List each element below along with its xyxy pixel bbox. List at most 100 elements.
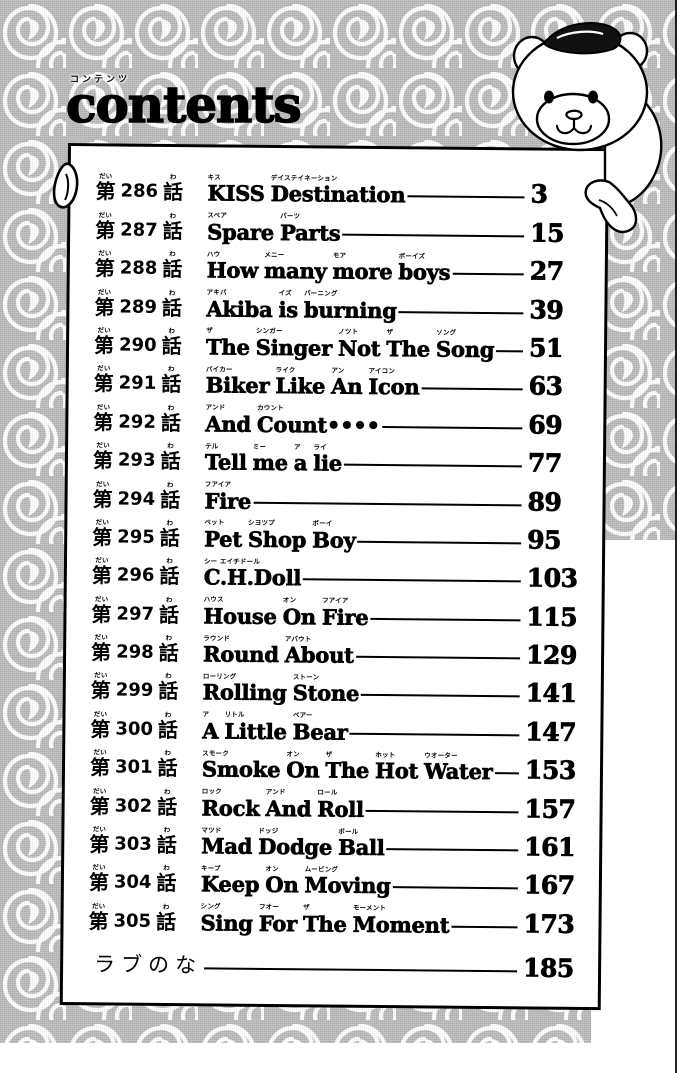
- base-text: An: [331, 373, 363, 400]
- contents-entry[interactable]: だい第 290 わ話ザ The シンガー Singer ノツト Not ザ The ソング Song 5…: [93, 319, 591, 363]
- chapter-number-group: だい第 303 わ話: [89, 825, 201, 857]
- base-text: Moment: [352, 911, 450, 938]
- chapter-number: 293: [117, 449, 156, 471]
- page-number: 173: [523, 909, 575, 939]
- title-word: ボール Ball: [338, 827, 385, 860]
- base-text: 話: [157, 717, 179, 742]
- page-number: 69: [528, 410, 563, 440]
- page-number: 77: [527, 448, 562, 478]
- bear-mouth-right: [572, 124, 593, 135]
- contents-entry[interactable]: だい第 297 わ話ハウス House オン On フアイア Fire 115: [91, 588, 588, 632]
- chapter-marker: だい第: [88, 902, 108, 933]
- chapter-marker: わ話: [161, 404, 181, 435]
- chapter-number-group: だい第 295 わ話: [92, 518, 204, 550]
- chapter-marker: わ話: [160, 480, 180, 511]
- contents-entry[interactable]: だい第 289 わ話アキバ Akiba イズ is バーニング burning 39: [94, 280, 591, 325]
- chapter-marker: わ話: [162, 250, 183, 282]
- entry-title: ハウ How メニー many モア more ボーイズ boys: [206, 250, 451, 285]
- chapter-marker: わ話: [162, 212, 183, 243]
- contents-list: だい第 286 わ話キス KISS デイステイネーション Destination 3 だい第 2…: [60, 143, 609, 1010]
- contents-entry[interactable]: だい第 294 わ話フアイア Fire 89: [92, 472, 589, 517]
- entry-title: バイカー Biker ライク Like アン An アイコン Icon: [205, 365, 420, 400]
- chapter-marker: わ話: [162, 289, 182, 320]
- title-word: ノツト Not: [337, 328, 381, 361]
- contents-entry[interactable]: だい第 305 わ話シング Sing フオー For ザ The モーメント Moment 173: [88, 895, 585, 939]
- base-text: And: [265, 795, 312, 822]
- chapter-number-group: だい第 289 わ話: [94, 288, 206, 320]
- page-number: 27: [529, 256, 564, 286]
- base-text: The: [325, 757, 370, 784]
- chapter-number-group: だい第 288 わ話: [95, 249, 207, 282]
- leader-line: [421, 387, 523, 391]
- chapter-marker: わ話: [158, 672, 179, 704]
- furigana: ハウス: [203, 595, 224, 604]
- title-word: スモーク Smoke: [202, 749, 281, 783]
- chapter-marker: だい第: [93, 326, 115, 358]
- title-word: ボーイズ boys: [398, 252, 451, 285]
- base-text: 話: [159, 564, 180, 589]
- base-text: 第: [93, 333, 115, 358]
- chapter-number: 288: [119, 257, 158, 280]
- title-word: ロール Roll: [317, 789, 365, 822]
- entry-title: マツド Mad ドッジ Dodge ボール Ball: [201, 826, 385, 861]
- title-word: ライ lie: [313, 443, 343, 476]
- furigana: スペア: [207, 211, 228, 220]
- bear-paw-right-crease: [598, 199, 618, 217]
- chapter-number-group: だい第 300 わ話: [90, 710, 202, 742]
- chapter-number: 297: [116, 603, 155, 625]
- contents-entry[interactable]: だい第 296 わ話シー エイチドール C.H.Doll 103: [92, 549, 589, 594]
- entry-title: フアイア Fire: [204, 480, 251, 513]
- contents-entry-final[interactable]: ラブのな 185: [88, 933, 585, 983]
- contents-entry[interactable]: だい第 291 わ話バイカー Biker ライク Like アン An アイコン Icon 63: [94, 357, 591, 402]
- chapter-marker: だい第: [95, 211, 115, 242]
- base-text: Water: [423, 758, 493, 785]
- base-text: Spare: [207, 219, 275, 245]
- chapter-number: 286: [120, 180, 159, 203]
- contents-entry[interactable]: だい第 303 わ話マツド Mad ドッジ Dodge ボール Ball 161: [89, 818, 586, 862]
- title-word: ザ The: [303, 904, 348, 937]
- title-word: ソング Song: [436, 329, 495, 362]
- leader-line: [392, 886, 518, 890]
- title-word: リトル Little: [224, 711, 287, 744]
- chapter-number: 287: [120, 219, 158, 241]
- contents-entry[interactable]: だい第 300 わ話ア A リトル Little ベアー Bear 147: [90, 703, 587, 747]
- title-word: ペット Pet: [204, 519, 243, 552]
- chapter-number-group: だい第 292 わ話: [93, 403, 205, 435]
- base-text: The: [386, 336, 431, 362]
- base-text: 第: [92, 448, 114, 473]
- chapter-marker: わ話: [157, 749, 177, 780]
- chapter-marker: だい第: [92, 480, 112, 511]
- base-text: Count••••: [256, 411, 380, 438]
- chapter-marker: わ話: [159, 634, 179, 665]
- contents-entry[interactable]: だい第 301 わ話スモーク Smoke オン On ザ The ホット Hot ウオーター Wate…: [90, 741, 587, 786]
- contents-entry[interactable]: だい第 298 わ話ラウンド Round アバウト About 129: [91, 626, 588, 670]
- contents-entry[interactable]: だい第 304 わ話キープ Keep オン On ムービング Moving 167: [89, 856, 586, 901]
- base-text: Not: [337, 335, 381, 361]
- page-white-area-right: [591, 540, 677, 1073]
- title-word: キープ Keep: [200, 864, 259, 897]
- base-text: Fire: [321, 604, 369, 630]
- base-text: C.H.Doll: [203, 564, 302, 591]
- base-text: Sing: [200, 910, 253, 936]
- base-text: 話: [162, 257, 183, 282]
- title-word: ムービング Moving: [304, 865, 391, 899]
- base-text: Round: [202, 641, 280, 668]
- contents-entry[interactable]: だい第 292 わ話アンド And カウント Count•••• 69: [93, 396, 590, 440]
- base-text: Like: [275, 373, 326, 399]
- base-text: burning: [303, 296, 397, 323]
- base-text: Parts: [279, 219, 341, 246]
- contents-entry[interactable]: だい第 299 わ話ローリング Rolling ストーン Stone 141: [91, 664, 588, 709]
- title-word: カウント Count••••: [256, 404, 380, 438]
- bear-character: [511, 22, 663, 234]
- base-text: House: [203, 603, 277, 629]
- base-text: 話: [158, 679, 179, 704]
- base-text: 話: [161, 372, 182, 397]
- base-text: Rock: [201, 794, 260, 821]
- contents-entry[interactable]: だい第 293 わ話テル Tell ミー me ア a ライ lie 77: [92, 434, 590, 478]
- contents-entry[interactable]: だい第 302 わ話ロック Rock アンド And ロール Roll 157: [90, 779, 587, 824]
- base-text: 話: [162, 218, 183, 243]
- furigana: ロック: [201, 787, 222, 796]
- leader-line: [496, 350, 524, 353]
- contents-entry[interactable]: だい第 295 わ話ペット Pet シヨツプ Shop ボーイ Boy 95: [92, 511, 589, 555]
